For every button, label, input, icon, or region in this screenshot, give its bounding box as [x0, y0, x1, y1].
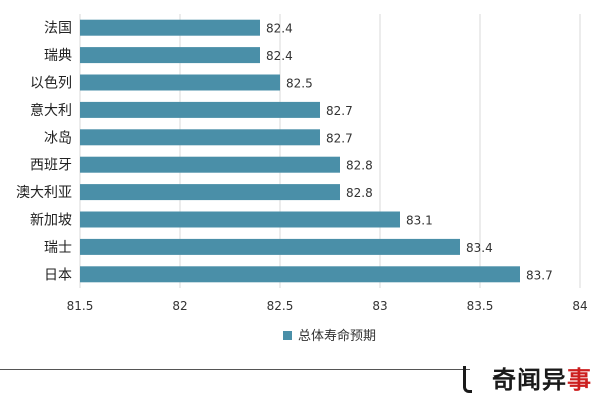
data-label: 82.5 — [286, 77, 313, 91]
category-label: 澳大利亚 — [16, 185, 72, 201]
x-tick-label: 82.5 — [267, 299, 294, 313]
data-label: 82.8 — [346, 186, 373, 200]
bar — [80, 129, 320, 146]
x-tick-label: 84 — [572, 299, 587, 313]
bar — [80, 211, 400, 228]
data-label: 82.7 — [326, 104, 353, 118]
watermark-accent: 事 — [567, 366, 592, 394]
bar — [80, 47, 260, 64]
category-label: 冰岛 — [44, 130, 72, 146]
legend-label: 总体寿命预期 — [298, 328, 376, 344]
x-tick-label: 83 — [372, 299, 387, 313]
category-label: 瑞典 — [44, 48, 72, 64]
data-label: 82.4 — [266, 22, 293, 36]
data-label: 83.4 — [466, 241, 493, 255]
category-label: 以色列 — [30, 75, 72, 92]
bar — [80, 266, 520, 283]
category-label: 意大利 — [30, 102, 72, 119]
bar — [80, 156, 340, 173]
bar — [80, 101, 320, 118]
data-label: 82.4 — [266, 49, 293, 63]
category-label: 法国 — [44, 21, 72, 37]
legend-swatch — [283, 331, 292, 340]
data-label: 83.7 — [526, 268, 553, 282]
data-label: 82.7 — [326, 131, 353, 145]
watermark-main: 奇闻异 — [492, 366, 567, 394]
x-tick-label: 83.5 — [467, 299, 494, 313]
bar — [80, 184, 340, 201]
bottom-divider — [0, 369, 470, 370]
watermark-logo: 奇闻异事 — [492, 360, 592, 395]
x-tick-label: 81.5 — [67, 299, 94, 313]
category-label: 日本 — [44, 267, 72, 283]
bar — [80, 238, 460, 255]
x-tick-label: 82 — [172, 299, 187, 313]
bar — [80, 74, 280, 91]
category-label: 西班牙 — [30, 158, 72, 174]
data-label: 83.1 — [406, 214, 433, 228]
category-label: 新加坡 — [30, 213, 72, 229]
bar — [80, 19, 260, 36]
data-label: 82.8 — [346, 159, 373, 173]
category-label: 瑞士 — [44, 240, 72, 256]
watermark-hook-icon — [463, 366, 472, 393]
